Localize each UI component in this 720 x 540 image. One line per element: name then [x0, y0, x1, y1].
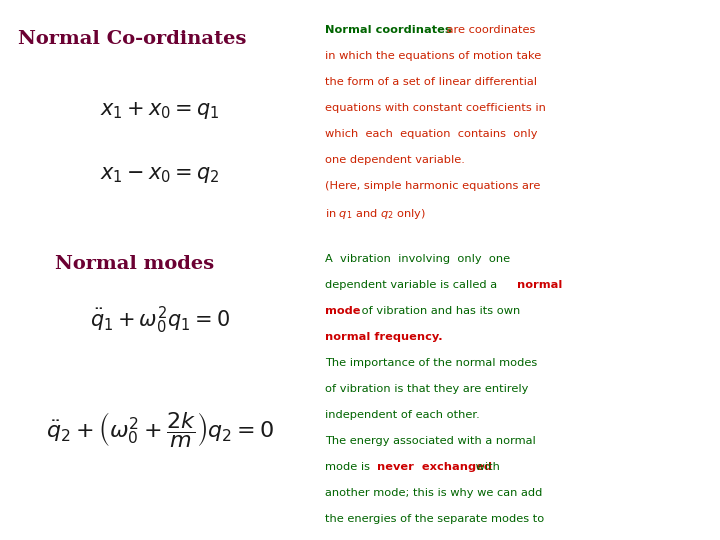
Text: $\ddot{q}_1 + \omega_0^2 q_1 = 0$: $\ddot{q}_1 + \omega_0^2 q_1 = 0$ [90, 305, 230, 336]
Text: in $q_1$ and $q_2$ only): in $q_1$ and $q_2$ only) [325, 207, 426, 221]
Text: $x_1 - x_0 = q_2$: $x_1 - x_0 = q_2$ [100, 165, 220, 185]
Text: dependent variable is called a: dependent variable is called a [325, 280, 500, 290]
Text: the energies of the separate modes to: the energies of the separate modes to [325, 514, 544, 524]
Text: (Here, simple harmonic equations are: (Here, simple harmonic equations are [325, 181, 541, 191]
Text: The importance of the normal modes: The importance of the normal modes [325, 358, 537, 368]
Text: Normal coordinates: Normal coordinates [325, 25, 451, 35]
Text: of vibration and has its own: of vibration and has its own [358, 306, 521, 316]
Text: independent of each other.: independent of each other. [325, 410, 480, 420]
Text: $\ddot{q}_2 + \left(\omega_0^2 + \dfrac{2k}{m}\right)q_2 = 0$: $\ddot{q}_2 + \left(\omega_0^2 + \dfrac{… [46, 410, 274, 449]
Text: A  vibration  involving  only  one: A vibration involving only one [325, 254, 510, 264]
Text: mode is: mode is [325, 462, 374, 472]
Text: the form of a set of linear differential: the form of a set of linear differential [325, 77, 537, 87]
Text: Normal modes: Normal modes [55, 255, 214, 273]
Text: mode: mode [325, 306, 361, 316]
Text: in which the equations of motion take: in which the equations of motion take [325, 51, 541, 61]
Text: are coordinates: are coordinates [443, 25, 536, 35]
Text: normal: normal [517, 280, 562, 290]
Text: Normal Co-ordinates: Normal Co-ordinates [18, 30, 246, 48]
Text: $x_1 + x_0 = q_1$: $x_1 + x_0 = q_1$ [100, 100, 220, 121]
Text: one dependent variable.: one dependent variable. [325, 155, 465, 165]
Text: never  exchanged: never exchanged [377, 462, 492, 472]
Text: which  each  equation  contains  only: which each equation contains only [325, 129, 538, 139]
Text: another mode; this is why we can add: another mode; this is why we can add [325, 488, 542, 498]
Text: equations with constant coefficients in: equations with constant coefficients in [325, 103, 546, 113]
Text: normal frequency.: normal frequency. [325, 332, 443, 342]
Text: of vibration is that they are entirely: of vibration is that they are entirely [325, 384, 528, 394]
Text: with: with [472, 462, 500, 472]
Text: The energy associated with a normal: The energy associated with a normal [325, 436, 536, 446]
